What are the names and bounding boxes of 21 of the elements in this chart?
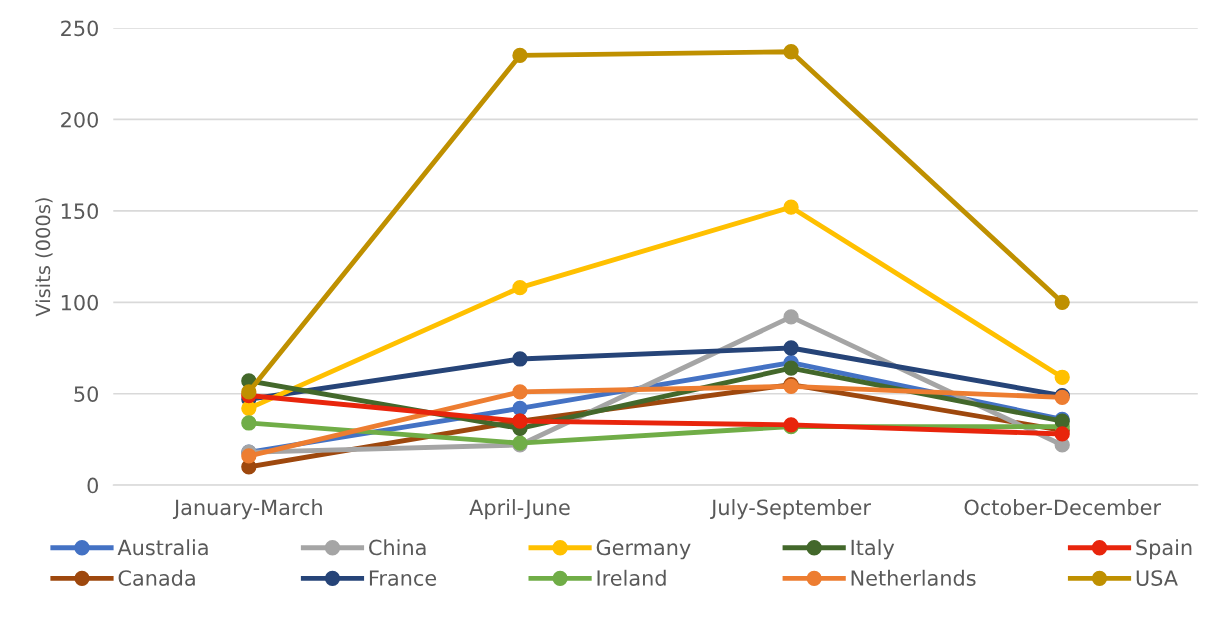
- legend-label: Spain: [1136, 539, 1192, 560]
- legend-label: Germany: [596, 539, 691, 560]
- x-tick-label: July-September: [710, 499, 871, 520]
- y-axis-title: Visits (000s): [35, 198, 53, 317]
- legend-label: Netherlands: [851, 569, 976, 586]
- y-tick-label: 250: [61, 20, 98, 37]
- legend-label: France: [369, 570, 437, 586]
- legend-label: Canada: [118, 569, 195, 586]
- legend-label: Italy: [851, 539, 895, 560]
- y-tick-label: 0: [87, 477, 98, 494]
- y-tick-label: 200: [61, 111, 98, 128]
- x-tick-label: January-March: [172, 499, 322, 520]
- legend-label: China: [369, 539, 426, 556]
- y-tick-label: 50: [74, 386, 98, 402]
- x-tick-label: April-June: [469, 499, 570, 520]
- legend-label: Australia: [117, 539, 208, 556]
- legend-label: USA: [1136, 570, 1178, 586]
- y-tick-label: 100: [61, 294, 98, 311]
- y-tick-label: 150: [61, 203, 98, 220]
- x-tick-label: October-December: [964, 499, 1161, 516]
- legend-label: Ireland: [597, 569, 666, 586]
